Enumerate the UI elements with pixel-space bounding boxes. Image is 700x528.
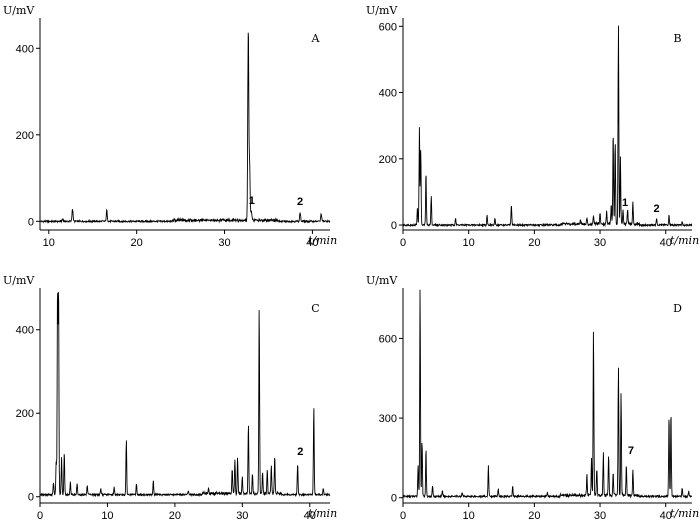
x-tick-label: 40: [660, 510, 672, 522]
x-axis-title: t/min: [670, 234, 699, 247]
peak-annotation: 2: [653, 203, 659, 215]
peak-annotation: 1: [622, 197, 628, 209]
x-tick-label: 10: [101, 510, 113, 522]
x-tick-label: 0: [400, 510, 406, 522]
peak-annotation: 1: [249, 195, 255, 207]
x-tick-label: 20: [131, 237, 143, 249]
y-tick-label: 400: [16, 325, 34, 337]
y-tick-label: 0: [391, 220, 397, 232]
x-tick-label: 30: [236, 510, 248, 522]
x-tick-label: 0: [400, 237, 406, 249]
panel-letter: B: [674, 32, 682, 45]
y-tick-label: 0: [28, 492, 34, 504]
chromatogram-trace: [39, 292, 331, 498]
x-axis-title: t/min: [308, 234, 337, 247]
chromatogram-trace: [402, 289, 693, 499]
y-tick-label: 0: [28, 216, 34, 228]
x-tick-label: 20: [528, 237, 540, 249]
y-axis-title: U/mV: [3, 274, 35, 287]
x-tick-label: 10: [463, 510, 475, 522]
x-tick-label: 20: [528, 510, 540, 522]
panel-letter: A: [311, 32, 321, 45]
y-axis-title: U/mV: [366, 274, 398, 287]
peak-annotation: 2: [297, 446, 303, 458]
x-tick-label: 10: [43, 237, 55, 249]
y-tick-label: 0: [391, 493, 397, 505]
y-tick-label: 200: [16, 408, 34, 420]
x-tick-label: 10: [463, 237, 475, 249]
x-tick-label: 30: [218, 237, 230, 249]
y-tick-label: 200: [379, 154, 397, 166]
y-tick-label: 300: [379, 413, 397, 425]
x-axis-title: t/min: [670, 507, 699, 520]
y-tick-label: 400: [379, 88, 397, 100]
y-tick-label: 400: [16, 43, 34, 55]
x-axis-title: t/min: [308, 507, 337, 520]
x-tick-label: 30: [594, 237, 606, 249]
x-tick-label: 30: [594, 510, 606, 522]
chromatogram-trace: [39, 32, 331, 224]
x-tick-label: 0: [37, 510, 43, 522]
y-tick-label: 600: [379, 333, 397, 345]
y-axis-title: U/mV: [3, 4, 35, 17]
y-axis-title: U/mV: [366, 4, 398, 17]
panel-letter: C: [311, 302, 319, 315]
x-tick-label: 40: [306, 237, 318, 249]
chromatogram-panel-d: 0 10 20 30 40 0 300 600 U/mV t/min D 7: [366, 274, 699, 522]
peak-annotation: 2: [297, 196, 303, 208]
y-tick-label: 600: [379, 21, 397, 33]
y-tick-label: 200: [16, 130, 34, 142]
x-tick-label: 20: [169, 510, 181, 522]
x-tick-label: 40: [304, 510, 316, 522]
peak-annotation: 7: [628, 445, 634, 457]
panel-letter: D: [673, 302, 682, 315]
chromatogram-trace: [402, 25, 693, 228]
x-tick-label: 40: [660, 237, 672, 249]
